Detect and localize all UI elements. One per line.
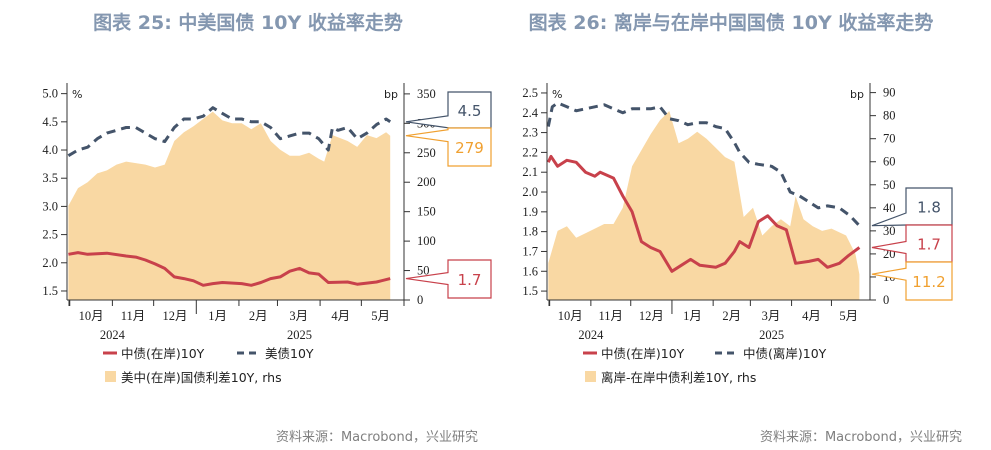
left-tick-label: 2.5 bbox=[42, 228, 58, 242]
left-tick-label: 2.1 bbox=[522, 165, 538, 179]
x-month-label: 4月 bbox=[331, 309, 350, 323]
legend-label-spread: 美中(在岸)国债利差10Y, rhs bbox=[121, 370, 282, 385]
right-tick-label: 60 bbox=[883, 155, 896, 169]
legend-label-dashed: 美债10Y bbox=[265, 346, 314, 361]
x-month-label: 10月 bbox=[558, 309, 583, 323]
x-month-label: 5月 bbox=[839, 309, 858, 323]
series-line-onshore bbox=[546, 154, 861, 273]
left-tick-label: 1.6 bbox=[522, 264, 538, 278]
left-tick-label: 1.5 bbox=[42, 284, 58, 298]
x-year-label: 2024 bbox=[578, 328, 604, 342]
last-value-callout bbox=[871, 261, 953, 301]
left-tick-label: 3.5 bbox=[42, 171, 58, 185]
last-value-label: 1.7 bbox=[458, 271, 482, 289]
left-tick-label: 1.9 bbox=[522, 205, 538, 219]
left-tick-label: 1.7 bbox=[522, 244, 538, 258]
right-tick-label: 40 bbox=[883, 201, 896, 215]
x-year-label: 2024 bbox=[100, 328, 126, 342]
chart-title-25: 图表 25: 中美国债 10Y 收益率走势 bbox=[93, 12, 403, 34]
source-note-right: 资料来源：Macrobond，兴业研究 bbox=[759, 430, 962, 445]
last-value-label: 1.8 bbox=[917, 199, 941, 217]
right-tick-label: 250 bbox=[417, 146, 436, 160]
legend-label-spread: 离岸-在岸中债利差10Y, rhs bbox=[601, 370, 756, 385]
last-value-callout bbox=[405, 259, 492, 299]
x-year-label: 2025 bbox=[287, 328, 312, 342]
legend-area-swatch bbox=[585, 371, 596, 382]
x-month-label: 12月 bbox=[639, 309, 664, 323]
left-tick-label: 4.0 bbox=[42, 143, 58, 157]
source-note-left: 资料来源：Macrobond，兴业研究 bbox=[275, 430, 478, 445]
left-tick-label: 1.8 bbox=[522, 225, 538, 239]
right-tick-label: 200 bbox=[417, 175, 436, 189]
left-tick-label: 2.5 bbox=[522, 86, 538, 100]
right-tick-label: 150 bbox=[417, 205, 436, 219]
x-month-label: 3月 bbox=[762, 309, 781, 323]
right-tick-label: 50 bbox=[417, 264, 430, 278]
chart-us-china-10y: 1.5 2.0 2.5 3.0 3.5 4.0 4.5 5.0 0 50 100 150 200 250 3… bbox=[42, 83, 492, 385]
right-tick-label: 50 bbox=[883, 178, 896, 192]
right-tick-label: 350 bbox=[417, 87, 436, 101]
legend-area-swatch bbox=[105, 371, 116, 382]
left-tick-label: 2.2 bbox=[522, 145, 538, 159]
series-line-onshore bbox=[68, 251, 391, 287]
left-tick-label: 2.4 bbox=[522, 106, 538, 120]
last-value-label: 4.5 bbox=[458, 102, 482, 120]
left-tick-label: 3.0 bbox=[42, 199, 58, 213]
legend-label-onshore: 中债(在岸)10Y bbox=[121, 346, 205, 361]
left-tick-label: 1.5 bbox=[522, 284, 538, 298]
left-unit-label: % bbox=[552, 88, 562, 101]
right-tick-label: 70 bbox=[883, 132, 896, 146]
left-tick-label: 4.5 bbox=[42, 115, 58, 129]
x-year-label: 2025 bbox=[759, 328, 784, 342]
series-line-dashed bbox=[546, 101, 861, 227]
left-tick-label: 2.3 bbox=[522, 126, 538, 140]
x-month-label: 1月 bbox=[683, 309, 702, 323]
last-value-callout bbox=[871, 224, 953, 263]
right-tick-label: 0 bbox=[417, 293, 423, 307]
legend-label-dashed: 中债(离岸)10Y bbox=[743, 346, 827, 361]
last-value-callout bbox=[405, 127, 492, 167]
last-value-label: 11.2 bbox=[912, 273, 945, 291]
last-value-label: 1.7 bbox=[917, 236, 941, 254]
right-unit-label: bp bbox=[850, 88, 864, 101]
right-tick-label: 0 bbox=[883, 293, 889, 307]
x-month-label: 12月 bbox=[162, 309, 187, 323]
left-tick-label: 5.0 bbox=[42, 87, 58, 101]
series-area-spread bbox=[68, 111, 391, 300]
x-month-label: 4月 bbox=[802, 309, 821, 323]
x-month-label: 5月 bbox=[371, 309, 390, 323]
right-unit-label: bp bbox=[384, 88, 398, 101]
left-tick-label: 2.0 bbox=[522, 185, 538, 199]
x-month-label: 2月 bbox=[249, 309, 268, 323]
x-month-label: 3月 bbox=[289, 309, 308, 323]
x-month-label: 1月 bbox=[208, 309, 227, 323]
right-tick-label: 100 bbox=[417, 234, 436, 248]
x-month-label: 10月 bbox=[79, 309, 104, 323]
x-month-label: 11月 bbox=[599, 309, 624, 323]
legend-label-onshore: 中债(在岸)10Y bbox=[601, 346, 685, 361]
right-tick-label: 30 bbox=[883, 224, 896, 238]
right-tick-label: 80 bbox=[883, 109, 896, 123]
x-month-label: 2月 bbox=[722, 309, 741, 323]
left-unit-label: % bbox=[72, 88, 82, 101]
chart-title-26: 图表 26: 离岸与在岸中国国债 10Y 收益率走势 bbox=[528, 12, 934, 34]
series-area-spread bbox=[548, 111, 860, 300]
left-tick-label: 2.0 bbox=[42, 256, 58, 270]
last-value-label: 279 bbox=[455, 139, 484, 157]
right-tick-label: 90 bbox=[883, 86, 896, 100]
series-line-dashed bbox=[67, 106, 392, 157]
x-month-label: 11月 bbox=[121, 309, 146, 323]
